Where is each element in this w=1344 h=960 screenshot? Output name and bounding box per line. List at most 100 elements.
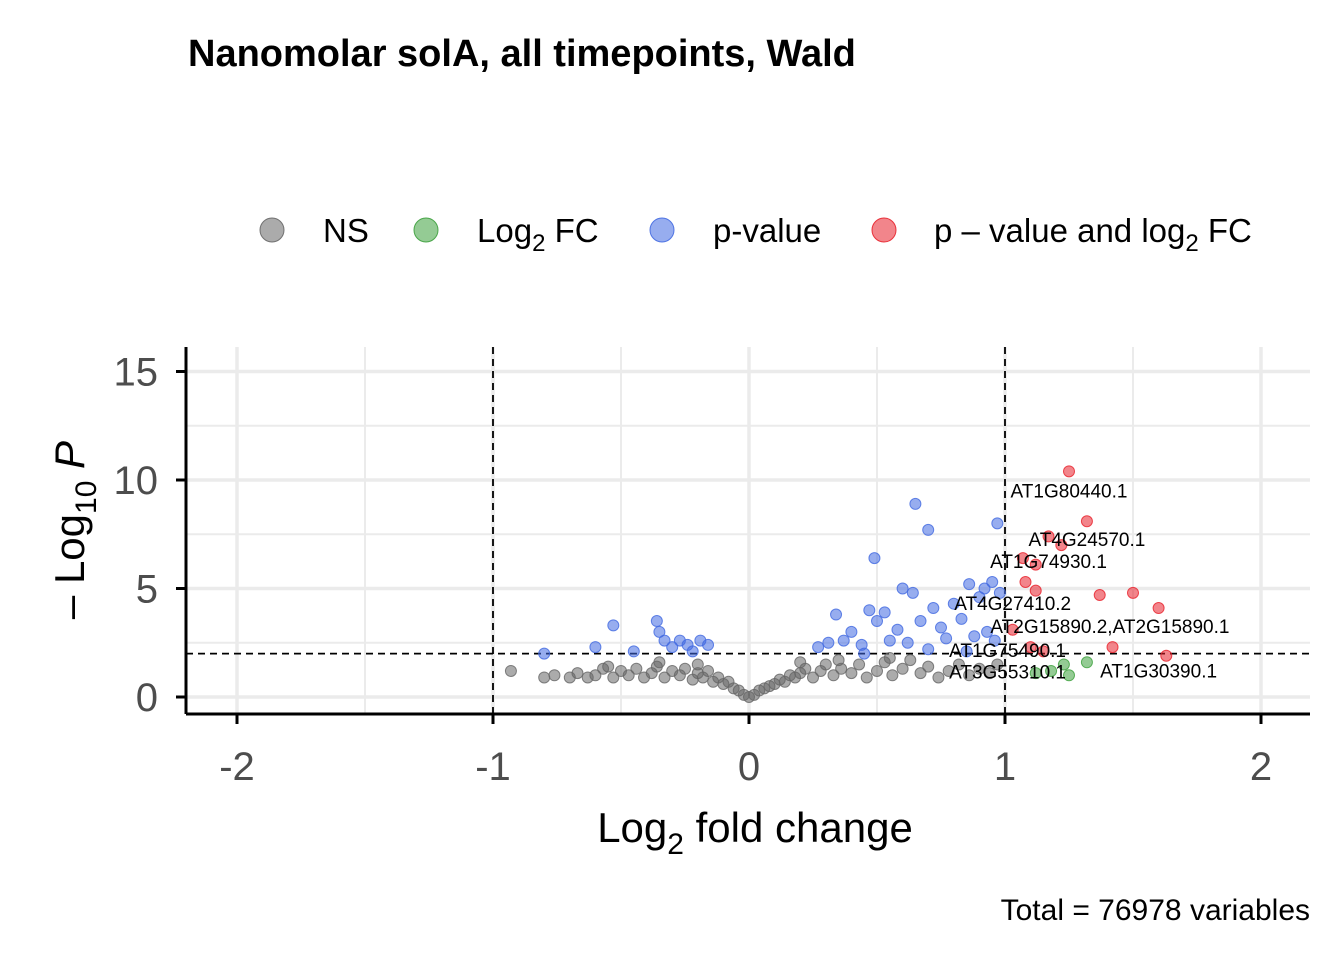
data-point: [922, 660, 935, 673]
data-point: [630, 662, 643, 675]
data-point: [504, 664, 517, 677]
data-point: [1029, 558, 1042, 571]
data-point: [794, 656, 807, 669]
data-point: [807, 671, 819, 684]
data-point: [650, 615, 663, 628]
data-point: [686, 645, 699, 658]
y-axis-label: – Log10 P: [46, 441, 103, 619]
data-point: [891, 623, 904, 636]
data-point: [942, 664, 955, 677]
x-tick-label: 1: [994, 745, 1016, 789]
data-point: [1055, 539, 1068, 552]
data-point: [702, 638, 715, 651]
data-point: [548, 669, 561, 682]
data-point: [860, 671, 873, 684]
data-point: [627, 645, 640, 658]
data-point: [973, 662, 986, 675]
data-point: [845, 667, 858, 680]
data-point: [986, 575, 999, 588]
data-point: [1024, 641, 1037, 654]
y-tick-label: 0: [136, 676, 158, 720]
data-point: [991, 517, 1004, 530]
data-point: [1016, 552, 1029, 565]
data-point: [922, 523, 935, 536]
data-point: [819, 658, 832, 671]
data-point: [607, 671, 620, 684]
data-point: [658, 634, 671, 647]
data-point: [589, 641, 602, 654]
data-point: [589, 669, 602, 682]
legend-label-2: p-value: [713, 212, 821, 249]
data-point: [988, 634, 1001, 647]
gene-label: AT1G80440.1: [1011, 481, 1128, 502]
data-point: [922, 643, 935, 656]
gene-label: AT2G15890.2,AT2G15890.1: [990, 617, 1229, 638]
x-tick-label: -1: [475, 745, 511, 789]
data-point: [871, 664, 883, 677]
data-point: [914, 615, 927, 628]
legend-label-1: Log2 FC: [477, 212, 599, 257]
data-point: [571, 667, 584, 680]
data-point: [963, 578, 976, 591]
data-point: [886, 669, 899, 682]
data-point: [653, 625, 666, 638]
data-point: [871, 615, 883, 628]
chart-title: Nanomolar solA, all timepoints, Wald: [188, 33, 856, 75]
data-point: [993, 586, 1006, 599]
cutoff-lines: [186, 347, 1310, 714]
data-point: [602, 660, 615, 673]
data-point: [878, 606, 891, 619]
data-point: [691, 658, 704, 671]
data-point: [983, 667, 996, 680]
caption: Total = 76978 variables: [1001, 894, 1310, 927]
x-tick-label: 0: [738, 745, 760, 789]
gene-label: AT1G75490.1: [949, 641, 1066, 662]
data-point: [932, 671, 945, 684]
data-point: [658, 671, 671, 684]
data-point: [666, 641, 679, 654]
data-point: [858, 647, 871, 660]
data-point: [1057, 658, 1070, 671]
axes: -2 -1 0 1 2 0 5 10 15: [114, 347, 1310, 789]
data-point: [853, 658, 866, 671]
data-point: [832, 654, 845, 667]
data-point: [896, 662, 909, 675]
data-point: [679, 662, 691, 675]
data-point: [1019, 575, 1032, 588]
data-point: [883, 634, 896, 647]
data-point: [978, 582, 991, 595]
data-point: [1045, 664, 1058, 677]
legend-label-0: NS: [323, 212, 369, 249]
data-point: [1093, 589, 1106, 602]
x-tick-label: -2: [219, 745, 255, 789]
data-point: [991, 658, 1004, 671]
data-point: [1106, 641, 1119, 654]
data-point: [702, 664, 715, 677]
data-point: [952, 658, 965, 671]
legend-key-0: [259, 217, 285, 243]
gene-label: AT3G55310.1: [949, 663, 1066, 684]
data-point: [901, 636, 914, 649]
data-point: [904, 654, 917, 667]
data-point: [1080, 515, 1093, 528]
data-point: [1080, 656, 1093, 669]
data-point: [822, 636, 835, 649]
data-point: [955, 612, 968, 625]
legend-key-3: [871, 217, 897, 243]
data-point: [1152, 602, 1165, 615]
gene-label: AT4G24570.1: [1028, 530, 1145, 551]
data-point: [812, 641, 825, 654]
gene-label: AT1G30390.1: [1100, 661, 1217, 682]
data-point: [1037, 645, 1050, 658]
data-point: [1063, 669, 1075, 682]
data-point: [837, 634, 850, 647]
legend-key-2: [649, 217, 675, 243]
y-tick-label: 5: [136, 568, 158, 612]
x-tick-label: 2: [1250, 745, 1272, 789]
data-point: [935, 621, 947, 634]
data-point: [968, 630, 981, 643]
data-point: [896, 582, 909, 595]
data-point: [868, 552, 881, 565]
data-point: [927, 602, 940, 615]
